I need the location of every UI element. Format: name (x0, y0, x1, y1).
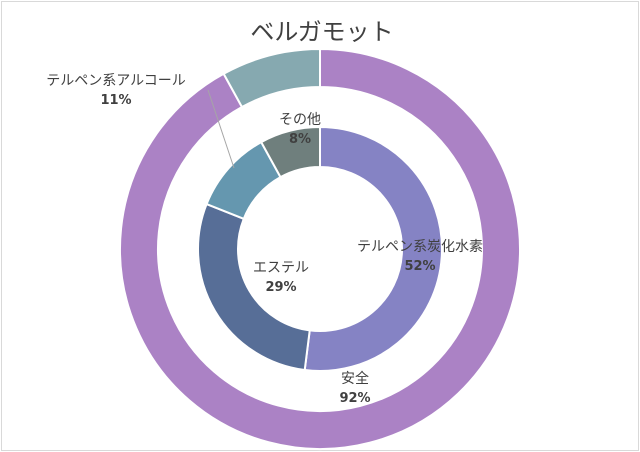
inner-slice-1-percent: 29% (265, 280, 296, 295)
inner-slice-0 (303, 125, 443, 372)
inner-slice-2-label: テルペン系アルコール (46, 73, 186, 89)
outer-slice-0-percent: 92% (339, 391, 370, 406)
inner-slice-3-percent: 8% (289, 132, 311, 147)
chart-title: ベルガモット (250, 18, 394, 46)
inner-slice-1 (197, 202, 311, 372)
outer-slice-0 (119, 47, 521, 450)
outer-slice-1 (222, 47, 321, 109)
inner-slice-0-percent: 52% (404, 259, 435, 274)
leader-line (207, 89, 235, 169)
inner-slice-1-label: エステル (253, 260, 309, 276)
inner-slice-0-label: テルペン系炭化水素 (357, 239, 483, 255)
inner-slice-3 (259, 125, 321, 179)
outer-slice-0-label: 安全 (341, 370, 369, 387)
inner-slice-2-percent: 11% (100, 93, 131, 108)
inner-slice-3-label: その他 (279, 112, 321, 128)
